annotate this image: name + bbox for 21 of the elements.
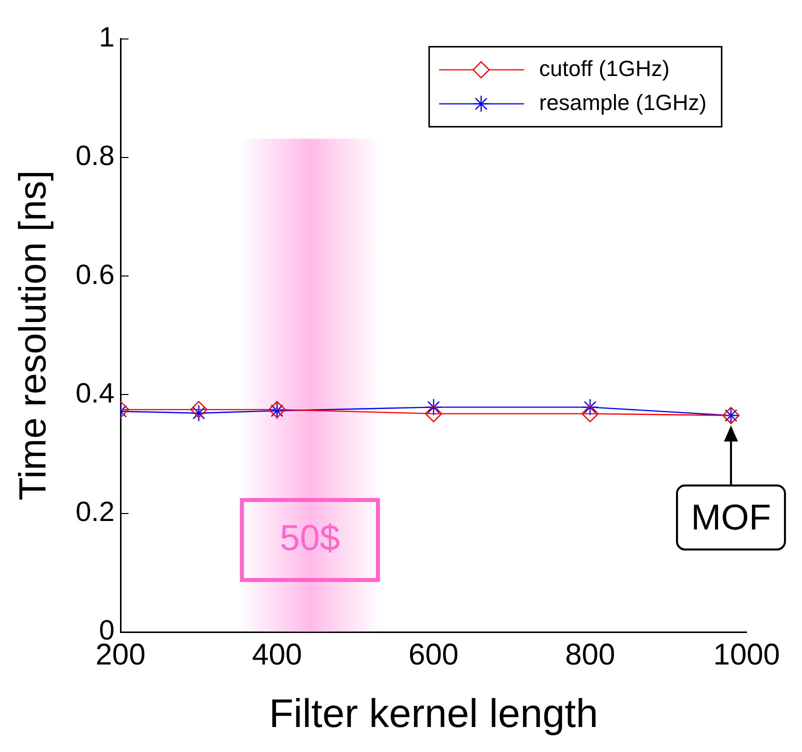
legend-label: resample (1GHz): [539, 90, 707, 115]
x-tick-label: 1000: [713, 638, 780, 672]
point: [582, 405, 599, 422]
y-tick-label: 0.8: [76, 140, 115, 172]
point: [190, 404, 208, 422]
point: [190, 400, 208, 418]
x-tick-label: 400: [252, 638, 302, 672]
y-axis-title: Time resolution [ns]: [12, 170, 54, 500]
y-tick-label: 1: [98, 22, 115, 53]
band-label: 50$: [280, 516, 340, 558]
x-axis-title: Filter kernel length: [269, 692, 598, 736]
x-tick-label: 800: [565, 638, 616, 672]
legend-label: cutoff (1GHz): [539, 56, 670, 81]
y-tick-label: 0.2: [76, 496, 115, 528]
annotation: MOF: [690, 496, 771, 538]
x-tick-label: 600: [408, 638, 459, 672]
point: [424, 405, 442, 422]
point: [424, 398, 442, 416]
y-tick-label: 0.4: [76, 377, 115, 408]
y-tick-label: 0.6: [76, 258, 115, 290]
point: [582, 398, 599, 416]
